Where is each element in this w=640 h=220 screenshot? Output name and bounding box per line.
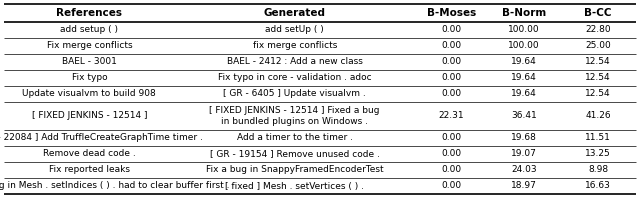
Text: 11.51: 11.51	[585, 134, 611, 143]
Text: B-Norm: B-Norm	[502, 8, 546, 18]
Text: [ fixed ] Bug in Mesh . setIndices ( ) . had to clear buffer first .: [ fixed ] Bug in Mesh . setIndices ( ) .…	[0, 182, 230, 191]
Text: 0.00: 0.00	[441, 73, 461, 82]
Text: 22.80: 22.80	[585, 26, 611, 35]
Text: 16.63: 16.63	[585, 182, 611, 191]
Text: 0.00: 0.00	[441, 90, 461, 99]
Text: 18.97: 18.97	[511, 182, 537, 191]
Text: Generated: Generated	[264, 8, 326, 18]
Text: 0.00: 0.00	[441, 57, 461, 66]
Text: 36.41: 36.41	[511, 112, 537, 121]
Text: B-Moses: B-Moses	[426, 8, 476, 18]
Text: Add a timer to the timer .: Add a timer to the timer .	[237, 134, 353, 143]
Text: B-CC: B-CC	[584, 8, 612, 18]
Text: [ fixed ] Mesh . setVertices ( ) .: [ fixed ] Mesh . setVertices ( ) .	[225, 182, 364, 191]
Text: Fix reported leaks: Fix reported leaks	[49, 165, 130, 174]
Text: Fix a bug in SnappyFramedEncoderTest: Fix a bug in SnappyFramedEncoderTest	[206, 165, 383, 174]
Text: Fix typo: Fix typo	[72, 73, 107, 82]
Text: Fix typo in core - validation . adoc: Fix typo in core - validation . adoc	[218, 73, 372, 82]
Text: 41.26: 41.26	[585, 112, 611, 121]
Text: [ GR - 19154 ] Remove unused code .: [ GR - 19154 ] Remove unused code .	[210, 150, 380, 158]
Text: 0.00: 0.00	[441, 150, 461, 158]
Text: 100.00: 100.00	[508, 42, 540, 51]
Text: 12.54: 12.54	[585, 57, 611, 66]
Text: 100.00: 100.00	[508, 26, 540, 35]
Text: [ FIXED JENKINS - 12514 ] Fixed a bug
in bundled plugins on Windows .: [ FIXED JENKINS - 12514 ] Fixed a bug in…	[209, 106, 380, 126]
Text: 24.03: 24.03	[511, 165, 536, 174]
Text: Update visualvm to build 908: Update visualvm to build 908	[22, 90, 156, 99]
Text: add setUp ( ): add setUp ( )	[266, 26, 324, 35]
Text: [ FIXED JENKINS - 12514 ]: [ FIXED JENKINS - 12514 ]	[31, 112, 147, 121]
Text: 12.54: 12.54	[585, 73, 611, 82]
Text: 22.31: 22.31	[438, 112, 464, 121]
Text: BAEL - 3001: BAEL - 3001	[62, 57, 116, 66]
Text: add setup ( ): add setup ( )	[60, 26, 118, 35]
Text: 0.00: 0.00	[441, 182, 461, 191]
Text: 19.64: 19.64	[511, 90, 537, 99]
Text: 19.64: 19.64	[511, 73, 537, 82]
Text: BAEL - 2412 : Add a new class: BAEL - 2412 : Add a new class	[227, 57, 363, 66]
Text: 13.25: 13.25	[585, 150, 611, 158]
Text: 0.00: 0.00	[441, 165, 461, 174]
Text: 12.54: 12.54	[585, 90, 611, 99]
Text: References: References	[56, 8, 122, 18]
Text: fix merge conflicts: fix merge conflicts	[253, 42, 337, 51]
Text: 19.68: 19.68	[511, 134, 537, 143]
Text: 8.98: 8.98	[588, 165, 608, 174]
Text: 0.00: 0.00	[441, 134, 461, 143]
Text: [ GR - 6405 ] Update visualvm .: [ GR - 6405 ] Update visualvm .	[223, 90, 366, 99]
Text: Fix merge conflicts: Fix merge conflicts	[47, 42, 132, 51]
Text: 19.07: 19.07	[511, 150, 537, 158]
Text: 19.64: 19.64	[511, 57, 537, 66]
Text: 25.00: 25.00	[585, 42, 611, 51]
Text: 0.00: 0.00	[441, 42, 461, 51]
Text: 0.00: 0.00	[441, 26, 461, 35]
Text: [ GR - 22084 ] Add TruffleCreateGraphTime timer .: [ GR - 22084 ] Add TruffleCreateGraphTim…	[0, 134, 204, 143]
Text: Remove dead code .: Remove dead code .	[43, 150, 136, 158]
